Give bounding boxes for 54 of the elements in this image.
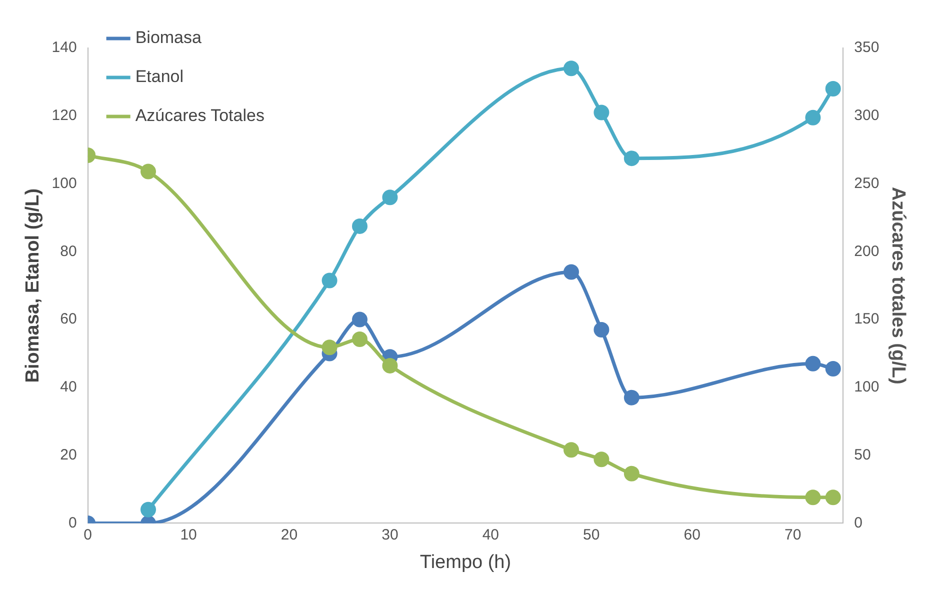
y2-tick-label: 0	[854, 514, 863, 532]
point	[322, 272, 338, 288]
y-axis-title: Biomasa, Etanol (g/L)	[22, 188, 44, 383]
point	[805, 490, 821, 506]
y2-tick-label: 350	[854, 39, 880, 56]
y2-tick-label: 150	[854, 310, 880, 328]
point	[140, 164, 156, 180]
x-tick-label: 20	[280, 526, 298, 544]
point	[594, 452, 610, 468]
x-tick-label: 60	[684, 526, 700, 544]
point	[564, 60, 579, 76]
y-tick-label: 80	[60, 242, 77, 260]
y2-tick-label: 100	[854, 378, 880, 396]
point	[594, 322, 610, 338]
y-tick-label: 120	[52, 107, 77, 124]
y2-tick-label: 200	[854, 242, 880, 260]
point	[594, 104, 610, 120]
point	[624, 150, 640, 166]
y2-tick-label: 250	[854, 174, 880, 192]
point	[805, 356, 821, 372]
x-tick-label: 0	[84, 526, 92, 544]
legend-label: Biomasa	[135, 28, 202, 48]
x-tick-label: 70	[784, 526, 802, 544]
x-tick-label: 30	[382, 526, 398, 544]
y2-tick-label: 300	[854, 107, 880, 124]
legend-label: Azúcares Totales	[135, 106, 264, 126]
y2-tick-label: 50	[854, 446, 871, 464]
x-axis-title: Tiempo (h)	[420, 552, 512, 573]
point	[825, 361, 841, 377]
point	[624, 390, 640, 406]
y-tick-label: 100	[52, 174, 77, 192]
x-tick-label: 50	[583, 526, 600, 544]
y-tick-label: 0	[68, 514, 77, 532]
point	[805, 110, 821, 126]
y-tick-label: 60	[60, 310, 77, 328]
y-tick-label: 140	[52, 39, 77, 56]
point	[825, 490, 841, 506]
point	[564, 264, 579, 280]
point	[352, 312, 368, 328]
y-tick-label: 40	[60, 378, 77, 396]
legend-label: Etanol	[135, 67, 184, 86]
x-tick-label: 10	[180, 526, 197, 544]
point	[352, 218, 368, 234]
point	[825, 80, 841, 96]
point	[564, 442, 579, 458]
y2-axis-title: Azúcares totales (g/L)	[887, 186, 908, 384]
point	[352, 331, 368, 347]
point	[382, 190, 398, 206]
point	[140, 502, 156, 518]
point	[624, 466, 640, 482]
point	[322, 340, 338, 356]
x-tick-label: 40	[482, 526, 500, 544]
y-tick-label: 20	[60, 446, 77, 464]
point	[382, 358, 398, 374]
